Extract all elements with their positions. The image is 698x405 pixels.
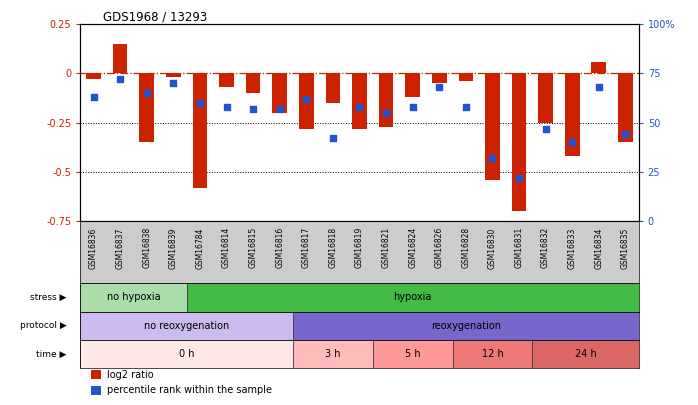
Point [194, 100, 205, 106]
Bar [186, 283, 639, 311]
Point [327, 135, 339, 142]
Point [593, 84, 604, 90]
Text: GSM16837: GSM16837 [116, 227, 125, 269]
Point [354, 104, 365, 110]
Bar [80, 283, 186, 311]
Text: GSM16838: GSM16838 [142, 227, 151, 269]
Bar [373, 340, 452, 369]
Text: GSM16833: GSM16833 [567, 227, 577, 269]
Bar [193, 73, 207, 188]
Point [620, 131, 631, 138]
Text: reoxygenation: reoxygenation [431, 321, 501, 331]
Bar [87, 73, 101, 79]
Text: GSM16817: GSM16817 [302, 227, 311, 269]
Text: GSM16834: GSM16834 [594, 227, 603, 269]
Point [141, 90, 152, 96]
Bar [91, 370, 101, 379]
Text: protocol ▶: protocol ▶ [20, 321, 66, 330]
Text: no reoxygenation: no reoxygenation [144, 321, 229, 331]
Bar [166, 73, 181, 77]
Bar [452, 340, 533, 369]
Point [407, 104, 418, 110]
Text: log2 ratio: log2 ratio [107, 370, 154, 380]
Text: 3 h: 3 h [325, 349, 341, 359]
Point [380, 109, 392, 116]
Point [433, 84, 445, 90]
Point [567, 139, 578, 145]
Bar [325, 73, 340, 103]
Point [274, 106, 285, 112]
Text: GSM16818: GSM16818 [328, 227, 337, 268]
Bar [80, 311, 293, 340]
Bar [293, 311, 639, 340]
Bar [246, 73, 260, 93]
Point [114, 76, 126, 83]
Text: GSM16826: GSM16826 [435, 227, 444, 269]
Text: GDS1968 / 13293: GDS1968 / 13293 [103, 10, 207, 23]
Bar [379, 73, 394, 126]
Text: GSM16839: GSM16839 [169, 227, 178, 269]
Text: GSM16830: GSM16830 [488, 227, 497, 269]
Bar [432, 73, 447, 83]
Bar [272, 73, 287, 113]
Bar [459, 73, 473, 81]
Point [540, 125, 551, 132]
Bar [219, 73, 234, 87]
Text: GSM16814: GSM16814 [222, 227, 231, 269]
Text: no hypoxia: no hypoxia [107, 292, 161, 302]
Text: hypoxia: hypoxia [394, 292, 432, 302]
Text: 12 h: 12 h [482, 349, 503, 359]
Point [221, 104, 232, 110]
Text: GSM16821: GSM16821 [382, 227, 391, 268]
Bar [406, 73, 420, 97]
Text: 5 h: 5 h [405, 349, 420, 359]
Bar [618, 73, 632, 142]
Text: stress ▶: stress ▶ [30, 293, 66, 302]
Point [88, 94, 99, 100]
Text: GSM16815: GSM16815 [248, 227, 258, 269]
Bar [91, 386, 101, 394]
Text: percentile rank within the sample: percentile rank within the sample [107, 385, 272, 395]
Point [514, 175, 525, 181]
Point [248, 106, 259, 112]
Bar [293, 340, 373, 369]
Bar [538, 73, 553, 123]
Point [487, 155, 498, 161]
Text: GSM16816: GSM16816 [275, 227, 284, 269]
Text: time ▶: time ▶ [36, 350, 66, 359]
Bar [533, 340, 639, 369]
Point [168, 80, 179, 87]
Text: GSM16832: GSM16832 [541, 227, 550, 269]
Text: GSM16824: GSM16824 [408, 227, 417, 269]
Bar [299, 73, 313, 128]
Text: GSM16819: GSM16819 [355, 227, 364, 269]
Text: GSM16835: GSM16835 [621, 227, 630, 269]
Bar [591, 62, 606, 73]
Text: GSM16784: GSM16784 [195, 227, 205, 269]
Bar [565, 73, 579, 156]
Text: GSM16836: GSM16836 [89, 227, 98, 269]
Bar [512, 73, 526, 211]
Text: GSM16828: GSM16828 [461, 227, 470, 268]
Bar [140, 73, 154, 142]
Text: 0 h: 0 h [179, 349, 194, 359]
Point [460, 104, 471, 110]
Point [301, 96, 312, 102]
Bar [113, 44, 128, 73]
Bar [352, 73, 366, 128]
Bar [80, 340, 293, 369]
Bar [485, 73, 500, 180]
Text: GSM16831: GSM16831 [514, 227, 524, 269]
Text: 24 h: 24 h [574, 349, 596, 359]
